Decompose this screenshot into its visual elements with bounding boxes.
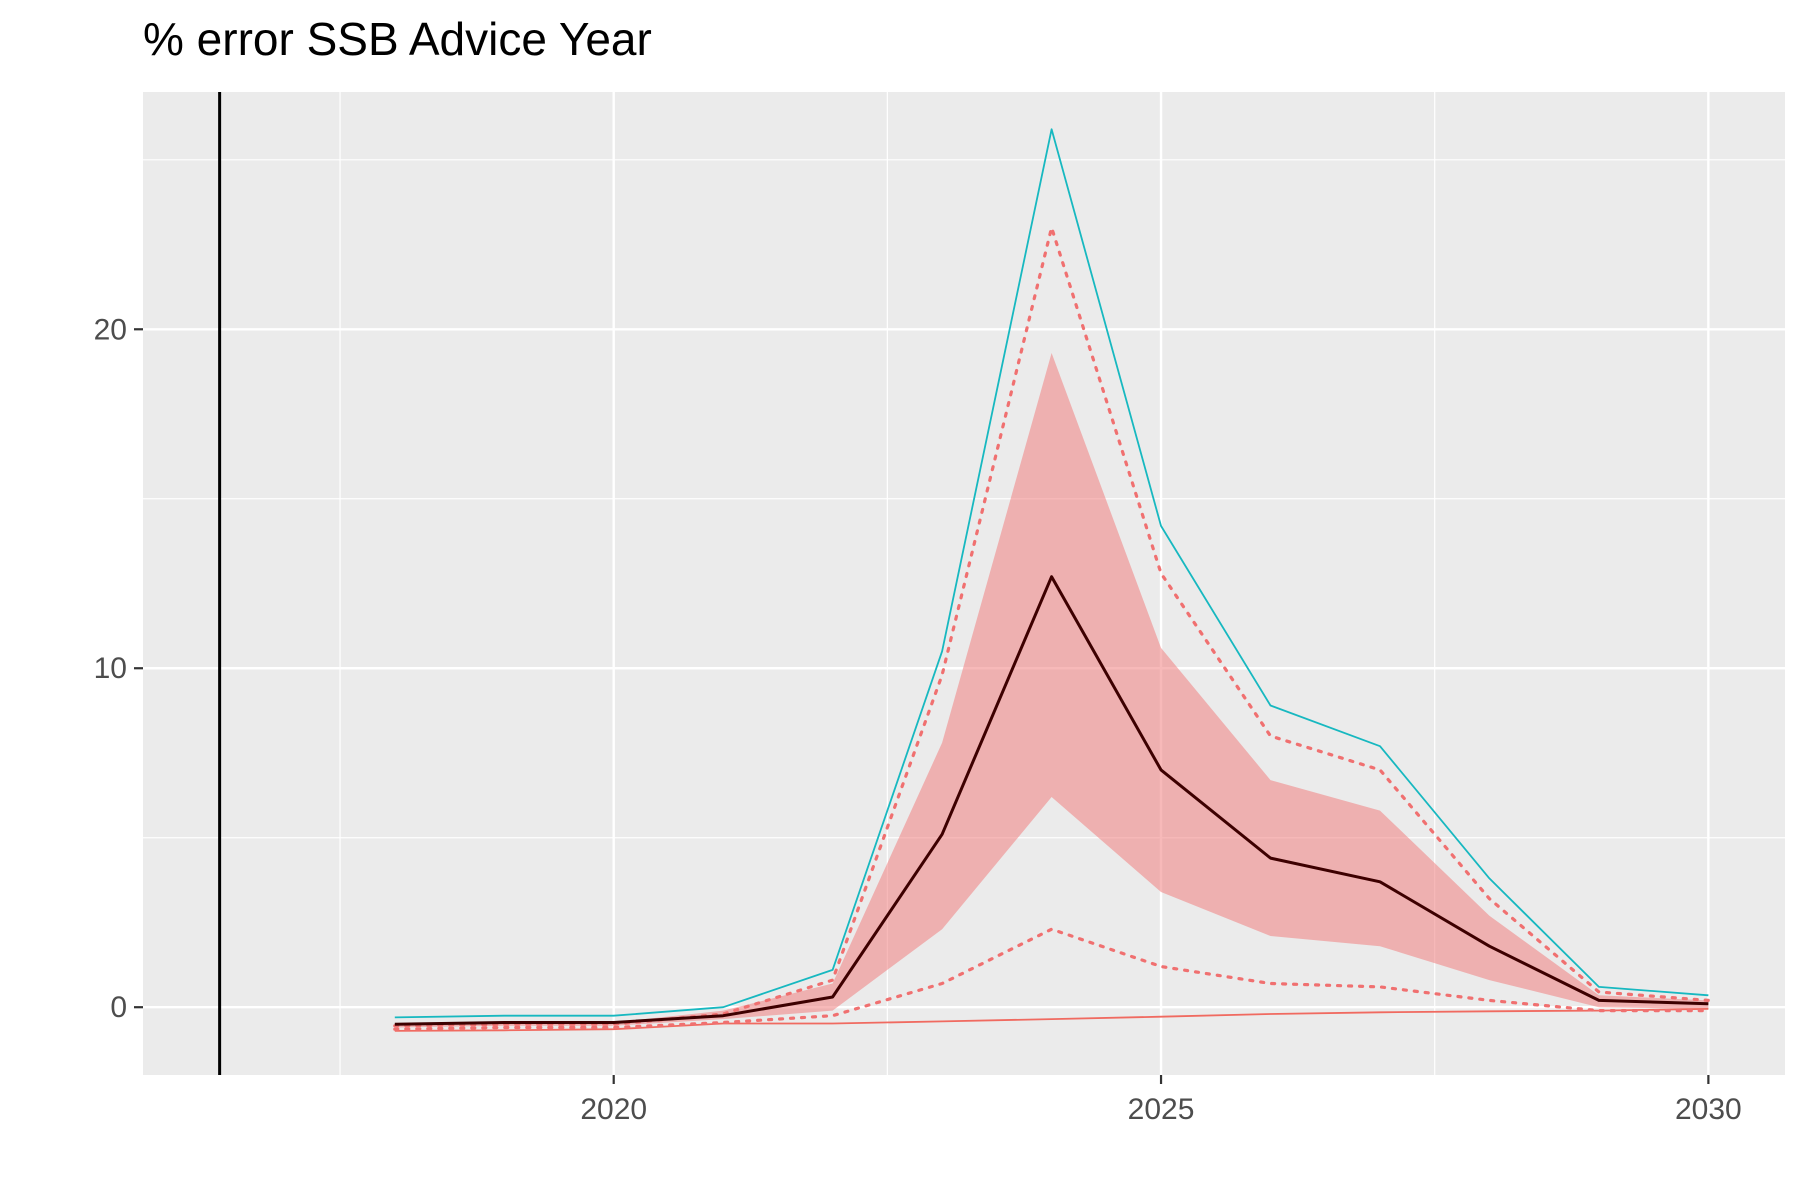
y-axis: 0 10 20	[94, 313, 143, 1024]
x-axis: 2020 2025 2030	[580, 1075, 1742, 1126]
y-tick-label: 0	[110, 991, 127, 1024]
series-line-min	[394, 1008, 1709, 1032]
x-tick-label: 2020	[580, 1093, 647, 1126]
y-tick-label: 20	[94, 313, 127, 346]
series-line-max	[394, 128, 1709, 1019]
x-tick-label: 2025	[1128, 1093, 1195, 1126]
confidence-ribbon	[394, 353, 1709, 1028]
series-layer	[393, 128, 1711, 1032]
ribbon-layer	[394, 353, 1709, 1028]
y-tick-label: 10	[94, 652, 127, 685]
series-line-upper-dotted	[393, 226, 1711, 1028]
chart-title: % error SSB Advice Year	[143, 13, 652, 65]
series-line-lower-dotted	[393, 927, 1711, 1031]
x-tick-label: 2030	[1675, 1093, 1742, 1126]
series-line-median	[394, 575, 1709, 1026]
